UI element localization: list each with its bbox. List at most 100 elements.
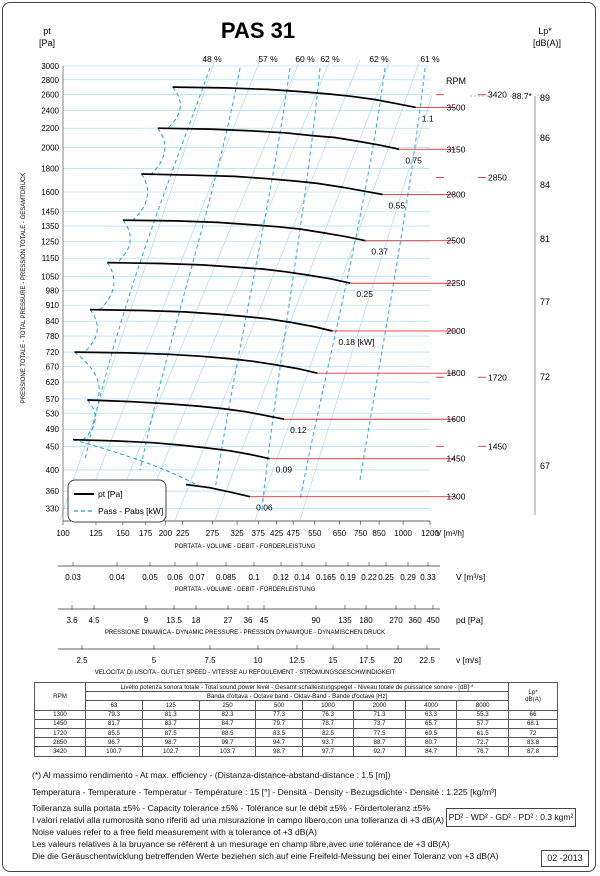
noise-rpm-header: RPM: [34, 682, 86, 711]
y-tick-label: 330: [46, 504, 60, 513]
table-cell: 102.7: [141, 746, 200, 757]
fan-performance-chart: PAS 31 pt [Pa] Lp* [dB(A)] RPM PRESSIONE…: [21, 18, 561, 676]
rpm-label: 1450: [447, 454, 466, 464]
y-tick-label: 670: [46, 363, 60, 372]
power-label: 0.25: [356, 289, 373, 299]
dynamic-scale-tick-label: 9: [144, 616, 149, 625]
rpm-label: 2000: [447, 326, 466, 336]
peak-label: 88.7*: [512, 91, 533, 101]
dynamic-scale-tick-label: 4.5: [88, 616, 100, 625]
speed-scale-unit: v [m/s]: [456, 655, 481, 665]
table-cell: 79.3: [85, 709, 143, 720]
velocity-scale-tick-label: 0.12: [273, 573, 289, 582]
table-cell: 79.7: [255, 718, 303, 729]
y-tick-label: 620: [46, 378, 60, 387]
noise-lp-header: Lp* dB(A): [508, 682, 558, 711]
table-cell: 72.7: [456, 737, 509, 748]
speed-scale-tick-label: 22.5: [419, 656, 435, 665]
table-cell: 55.3: [456, 709, 509, 720]
efficiency-iso-line: [214, 67, 291, 491]
speed-scale-tick-label: 7.5: [204, 656, 216, 665]
y-tick-label: 980: [46, 286, 60, 295]
left-axis-title: PRESSIONE TOTALE - TOTAL PRESSURE - PRES…: [21, 173, 27, 404]
y-tick-label: 2600: [41, 91, 59, 100]
dynamic-scale-unit: pd [Pa]: [456, 615, 483, 625]
efficiency-iso-line: [139, 67, 241, 471]
y-tick-label: 570: [46, 395, 60, 404]
table-cell: 83.8: [508, 737, 558, 748]
noise-band-header: Banda d'ottava - Octave band - Oktav-Ban…: [85, 691, 509, 702]
table-cell: 99.7: [198, 737, 257, 748]
ray-gridline: [254, 59, 421, 521]
efficiency-label: 57 %: [258, 54, 278, 64]
table-cell: 83.5: [255, 727, 303, 739]
table-cell: 78.7: [301, 718, 355, 729]
table-cell: 1300: [34, 709, 86, 720]
sound-level-label: 81: [540, 234, 550, 244]
x-tick-label: 375: [252, 529, 266, 538]
table-cell: 77.3: [255, 709, 303, 720]
power-curve: [132, 173, 149, 221]
sound-level-label: 67: [540, 461, 550, 471]
note-tolerance: Tolleranza sulla portata ±5% - Capacity …: [32, 803, 430, 813]
x-tick-label: 150: [116, 529, 130, 538]
y-tick-label: 2800: [41, 76, 59, 85]
y-tick-label: 840: [46, 317, 60, 326]
noise-rpm-label: 1720: [488, 372, 507, 382]
table-cell: 84.7: [198, 718, 257, 729]
pressure-curve: [107, 261, 351, 285]
note-line-4: Die die Geräuschentwicklung betreffenden…: [32, 851, 499, 861]
sound-level-label: 77: [540, 297, 550, 307]
table-cell: 94.7: [255, 737, 303, 748]
rpm-label: 3150: [447, 144, 466, 154]
rpm-label: 2500: [447, 236, 466, 246]
band-header-cell: 1000: [301, 700, 355, 711]
table-cell: 88.5: [198, 727, 257, 739]
ray-gridline: [79, 59, 261, 521]
sound-level-label: 86: [540, 133, 550, 143]
speed-scale-tick-label: 5: [152, 656, 157, 665]
velocity-scale-tick-label: 0.14: [294, 573, 310, 582]
x-tick-label: 550: [308, 529, 322, 538]
table-cell: 69.5: [404, 727, 458, 739]
noise-band-row: 63 125 250 500 1000 2000 4000 8000: [35, 700, 558, 711]
band-header-cell: 250: [198, 700, 257, 711]
velocity-scale-tick-label: 0.1: [248, 573, 260, 582]
efficiency-iso-line: [84, 67, 211, 461]
table-cell: 81.7: [85, 718, 143, 729]
rpm-label: 1600: [447, 414, 466, 424]
dynamic-scale-caption: PRESSIONE DINAMICA - DYNAMIC PRESSURE - …: [105, 630, 385, 636]
x-axis-label: V [m³/h]: [436, 529, 464, 538]
efficiency-label: 60 %: [295, 54, 315, 64]
y-tick-label: 3000: [41, 62, 59, 71]
ray-gridline: [139, 59, 331, 521]
table-row: 3420 100.7 102.7 103.7 98.7 97.7 92.7 84.7 76.7 8…: [34, 746, 558, 757]
speed-scale-tick-label: 20: [394, 656, 403, 665]
y-tick-label: 400: [46, 466, 60, 475]
dynamic-scale-tick-label: 3.6: [66, 616, 78, 625]
table-cell: 77.5: [353, 727, 406, 739]
left-unit-symbol: pt: [43, 26, 51, 36]
rpm-header: RPM: [446, 76, 466, 86]
x-tick-label: 125: [89, 529, 103, 538]
rpm-label: 3500: [447, 102, 466, 112]
x-tick-label: 225: [176, 529, 190, 538]
sound-level-label: 72: [540, 372, 550, 382]
noise-table-body: 1300 79.3 81.3 82.3 77.3 76.3 71.3 63.3 55.3 66 14…: [34, 709, 558, 757]
table-cell: 82.5: [301, 727, 355, 739]
power-curve: [99, 262, 115, 310]
noise-rpm-label: 1450: [488, 441, 507, 451]
dynamic-scale-tick-label: 360: [408, 616, 422, 625]
table-cell: 72: [508, 727, 558, 739]
pressure-curve: [72, 438, 270, 460]
speed-scale-tick-label: 12.5: [289, 656, 305, 665]
noise-table: RPM Livello potenza sonora totale - Tota…: [34, 681, 558, 757]
y-tick-label: 2000: [41, 143, 59, 152]
legend-label-pressure: pt [Pa]: [98, 489, 123, 499]
table-cell: 63.3: [404, 709, 458, 720]
noise-table-header: Livello potenza sonora totale - Total so…: [85, 681, 509, 693]
table-cell: 76.3: [301, 709, 355, 720]
efficiency-iso-line: [261, 67, 321, 511]
pressure-curve: [87, 399, 285, 421]
speed-scale-tick-label: 2.5: [76, 656, 88, 665]
